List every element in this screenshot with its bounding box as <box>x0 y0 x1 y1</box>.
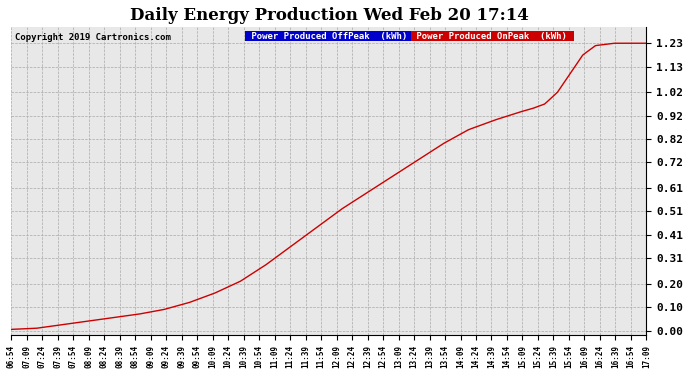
Text: Copyright 2019 Cartronics.com: Copyright 2019 Cartronics.com <box>14 33 170 42</box>
Title: Daily Energy Production Wed Feb 20 17:14: Daily Energy Production Wed Feb 20 17:14 <box>130 7 529 24</box>
Text: Power Produced OnPeak  (kWh): Power Produced OnPeak (kWh) <box>411 32 573 40</box>
Text: Power Produced OffPeak  (kWh): Power Produced OffPeak (kWh) <box>246 32 413 40</box>
